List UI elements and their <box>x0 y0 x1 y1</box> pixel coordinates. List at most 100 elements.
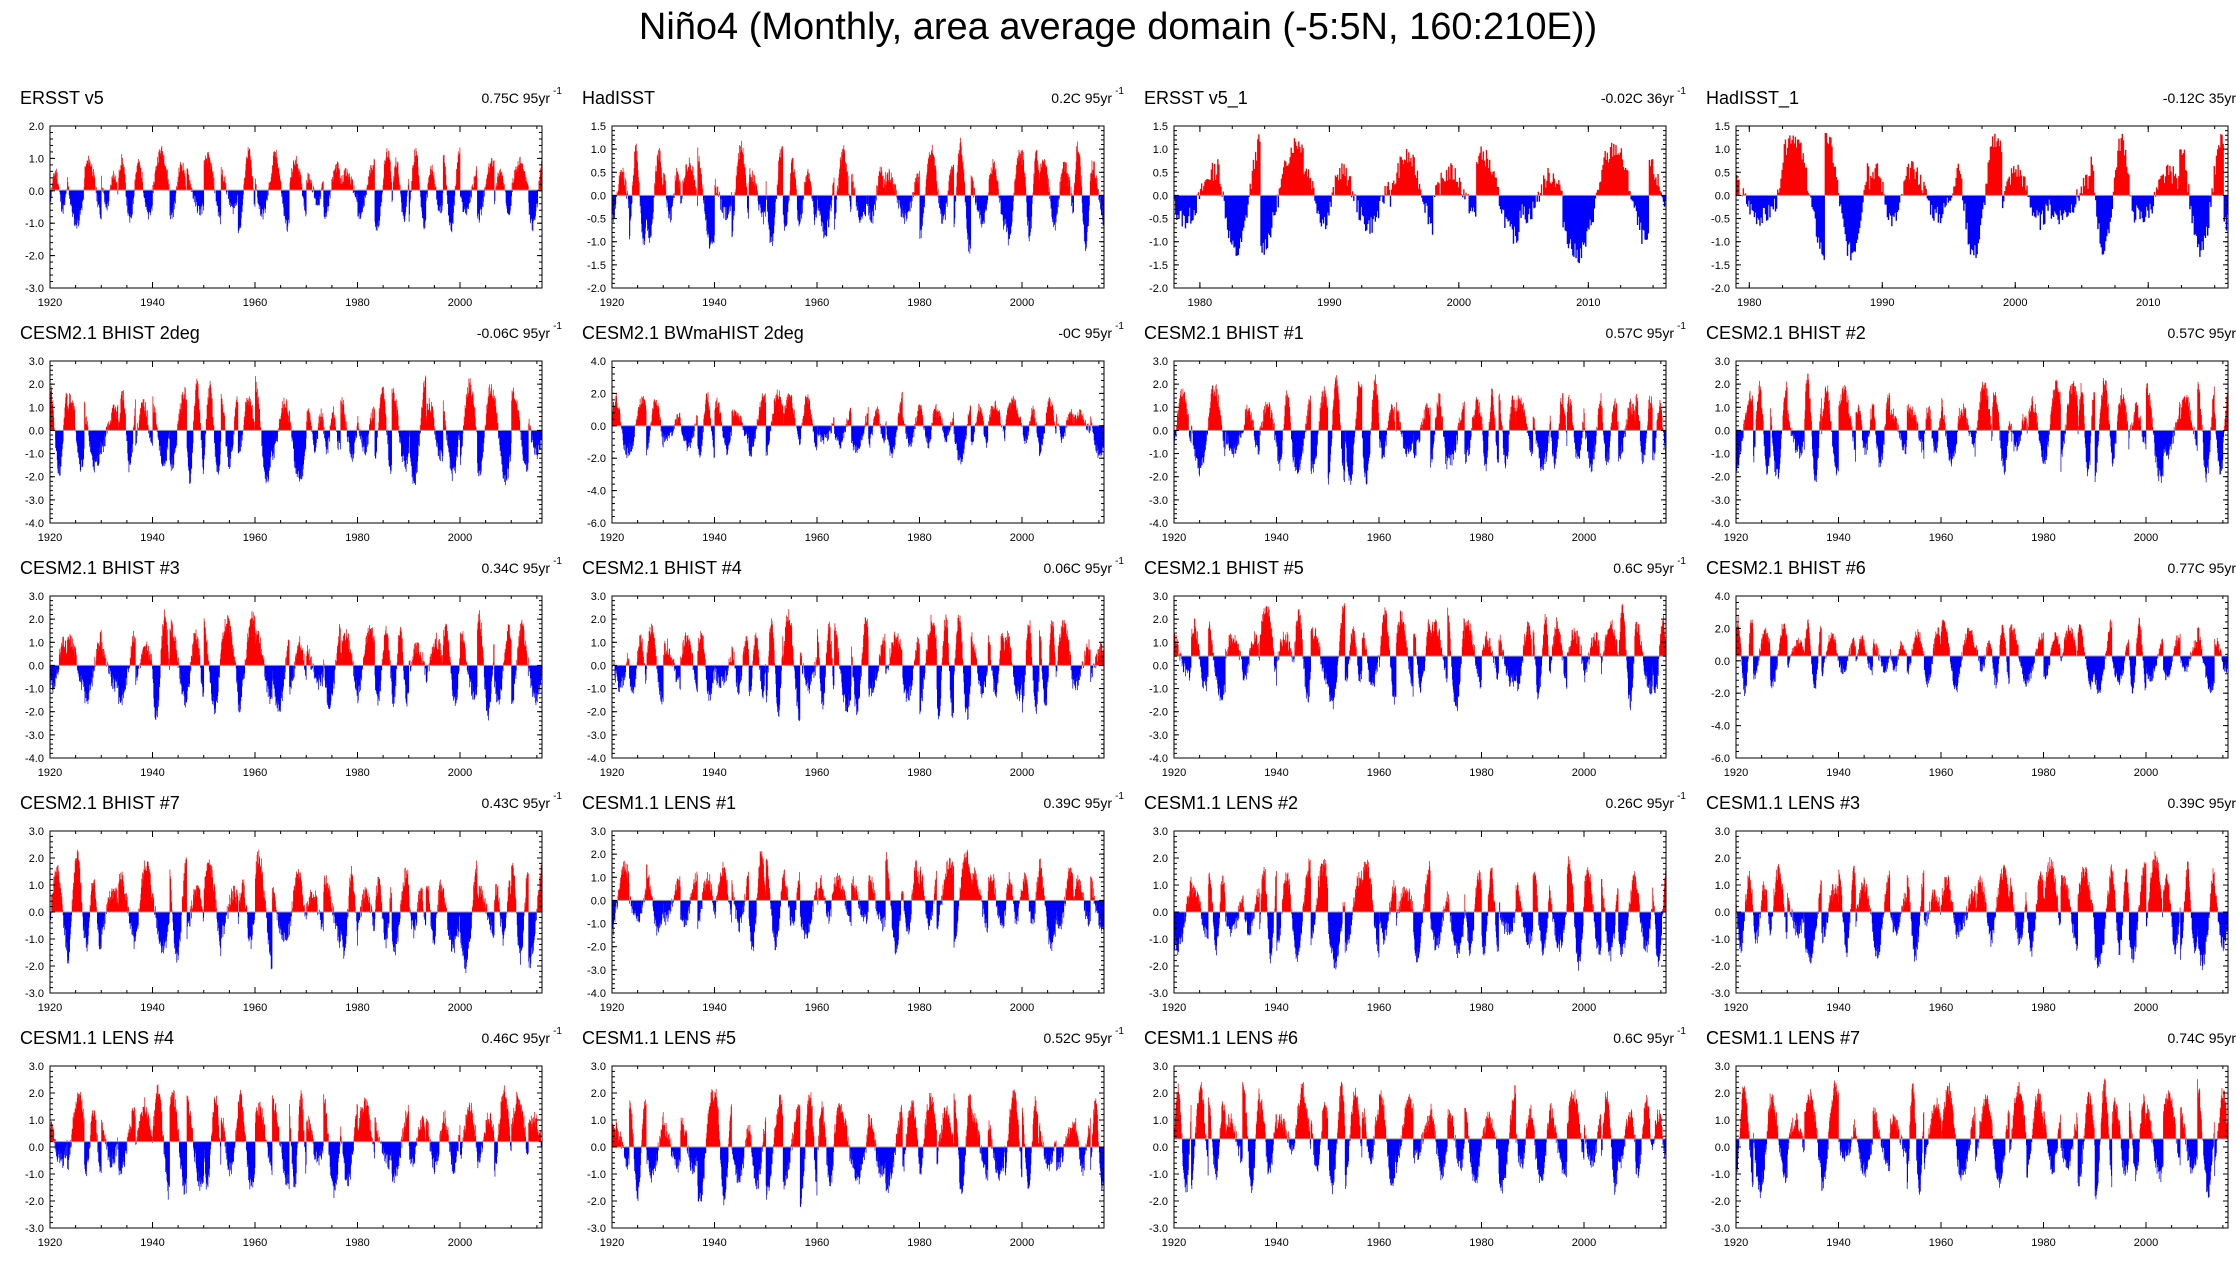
x-tick-label: 1980 <box>345 1002 369 1014</box>
x-tick-label: 2000 <box>448 532 472 544</box>
chart-panel: CESM2.1 BHIST 2deg -0.06C 95yr -1 -4.0 -3.0-… <box>8 321 562 551</box>
chart-panel: CESM2.1 BHIST #4 0.06C 95yr -1 -4.0 -3.0 -2.0… <box>570 556 1124 786</box>
y-tick-label: -2.0 <box>1149 472 1168 484</box>
x-tick-label: 2000 <box>448 1002 472 1014</box>
y-tick-label: -1.0 <box>1149 684 1168 696</box>
y-tick-label: 1.0 <box>1715 402 1730 414</box>
y-tick-label: -2.0 <box>1149 961 1168 973</box>
panel-title: CESM2.1 BHIST #4 <box>582 558 742 578</box>
x-tick-label: 1980 <box>907 297 931 309</box>
x-tick-label: 2000 <box>2134 767 2158 779</box>
x-tick-label: 1940 <box>702 532 726 544</box>
trend-label: 0.2C 95yr <box>1051 90 1112 106</box>
x-tick-label: 1940 <box>702 1237 726 1249</box>
y-tick-label: 2.0 <box>591 614 606 626</box>
negative-anomaly-area <box>612 665 1097 722</box>
y-tick-label: -1.0 <box>587 237 606 249</box>
x-tick-label: 1920 <box>1724 532 1748 544</box>
y-tick-label: -4.0 <box>1149 753 1168 765</box>
x-tick-label: 2000 <box>2134 532 2158 544</box>
y-tick-label: -2.0 <box>1711 688 1730 700</box>
panel-title: CESM2.1 BHIST #1 <box>1144 323 1304 343</box>
y-tick-label: -2.0 <box>25 961 44 973</box>
x-tick-label: 1980 <box>1469 1237 1493 1249</box>
x-tick-label: 1960 <box>805 767 829 779</box>
y-tick-label: -2.0 <box>587 453 606 465</box>
x-tick-label: 2000 <box>1572 1002 1596 1014</box>
trend-label: 0.52C 95yr <box>1043 1030 1112 1046</box>
y-tick-label: -1.5 <box>1149 260 1168 272</box>
trend-exponent: -1 <box>1115 556 1124 567</box>
plot-frame <box>49 595 543 759</box>
panel-title: CESM2.1 BHIST #6 <box>1706 558 1866 578</box>
y-tick-label: -1.0 <box>587 919 606 931</box>
x-tick-label: 1980 <box>2031 767 2055 779</box>
negative-anomaly-area <box>1179 656 1660 712</box>
x-tick-label: 2000 <box>2134 1237 2158 1249</box>
trend-exponent: -1 <box>1115 86 1124 97</box>
trend-label: 0.57C 95yr <box>2167 325 2236 341</box>
panel-svg: -3.0 -2.0 -1.0 0.0 1.0 2.0 1920 1940 1960 1980 200… <box>25 121 543 309</box>
plot-frame <box>1735 595 2229 759</box>
negative-anomaly-area <box>1182 1138 1667 1195</box>
trend-exponent: -1 <box>1677 791 1686 802</box>
y-tick-label: -1.0 <box>25 934 44 946</box>
plot-frame <box>611 125 1105 289</box>
y-tick-label: -4.0 <box>25 518 44 530</box>
x-tick-label: 1940 <box>702 297 726 309</box>
y-tick-label: 2.0 <box>29 614 44 626</box>
x-tick-label: 1940 <box>1264 532 1288 544</box>
y-tick-label: -3.0 <box>25 988 44 1000</box>
x-tick-label: 1960 <box>243 1002 267 1014</box>
x-tick-label: 1980 <box>345 1237 369 1249</box>
chart-panel: CESM1.1 LENS #5 0.52C 95yr -1 -3.0 -2.0 -1.0 0… <box>570 1026 1124 1256</box>
plot-frame <box>1735 360 2229 524</box>
y-tick-label: -4.0 <box>587 486 606 498</box>
y-tick-label: 1.5 <box>1715 121 1730 133</box>
y-tick-label: 1.0 <box>29 1115 44 1127</box>
panel-svg: -4.0 -3.0 -2.0 -1.0 0.0 1.0 2.0 3.0 1920 1940 1960… <box>1149 356 1667 544</box>
panel-title: HadISST_1 <box>1706 88 1800 108</box>
y-tick-label: -3.0 <box>1149 988 1168 1000</box>
chart-panel: CESM1.1 LENS #4 0.46C 95yr -1 -3.0 -2.0 -1.0 0… <box>8 1026 562 1256</box>
y-tick-label: -4.0 <box>1711 721 1730 733</box>
trend-label: 0.77C 95yr <box>2167 560 2236 576</box>
positive-anomaly-area <box>1185 856 1667 912</box>
y-tick-label: 1.5 <box>1153 121 1168 133</box>
trend-label: -0.02C 36yr <box>1600 90 1674 106</box>
trend-label: 0.39C 95yr <box>2167 795 2236 811</box>
panel-title: CESM2.1 BHIST #7 <box>20 793 180 813</box>
y-tick-label: 0.0 <box>591 1142 606 1154</box>
x-tick-label: 1920 <box>1724 767 1748 779</box>
x-tick-label: 1940 <box>1264 767 1288 779</box>
x-tick-label: 2000 <box>1010 767 1034 779</box>
y-tick-label: -3.0 <box>587 730 606 742</box>
x-tick-label: 1960 <box>243 1237 267 1249</box>
positive-anomaly-area <box>1176 374 1664 431</box>
y-tick-label: 1.0 <box>1153 880 1168 892</box>
x-tick-label: 1980 <box>2031 1237 2055 1249</box>
chart-panel: CESM1.1 LENS #2 0.26C 95yr -1 -3.0 -2.0 -1.0 0… <box>1132 791 1686 1021</box>
y-tick-label: 0.0 <box>29 660 44 672</box>
y-tick-label: 2.0 <box>1715 853 1730 865</box>
trend-exponent: -1 <box>553 556 562 567</box>
panel-title: CESM1.1 LENS #3 <box>1706 793 1861 813</box>
y-tick-label: 0.0 <box>591 190 606 202</box>
y-tick-label: 1.0 <box>1715 144 1730 156</box>
panel-svg: -3.0 -2.0 -1.0 0.0 1.0 2.0 3.0 1920 1940 1960 1980… <box>1149 826 1667 1014</box>
plot-frame <box>49 360 543 524</box>
y-tick-label: 0.0 <box>1153 190 1168 202</box>
positive-anomaly-area <box>1736 615 2222 656</box>
x-tick-label: 1960 <box>1929 1002 1953 1014</box>
x-tick-label: 2000 <box>2003 297 2027 309</box>
trend-exponent: -1 <box>1677 556 1686 567</box>
y-tick-label: -1.0 <box>1711 934 1730 946</box>
y-tick-label: 0.5 <box>1153 167 1168 179</box>
panel-svg: -3.0 -2.0 -1.0 0.0 1.0 2.0 3.0 1920 1940 1960 1980… <box>25 1061 543 1249</box>
chart-panel: CESM2.1 BHIST #60.77C 95yr-1-6.0-4.0-2.0… <box>1694 558 2236 786</box>
trend-label: 0.6C 95yr <box>1613 560 1674 576</box>
y-tick-label: 0.0 <box>1715 907 1730 919</box>
y-tick-label: -2.0 <box>587 707 606 719</box>
y-tick-label: -1.0 <box>587 1169 606 1181</box>
negative-anomaly-area <box>1740 195 2229 261</box>
